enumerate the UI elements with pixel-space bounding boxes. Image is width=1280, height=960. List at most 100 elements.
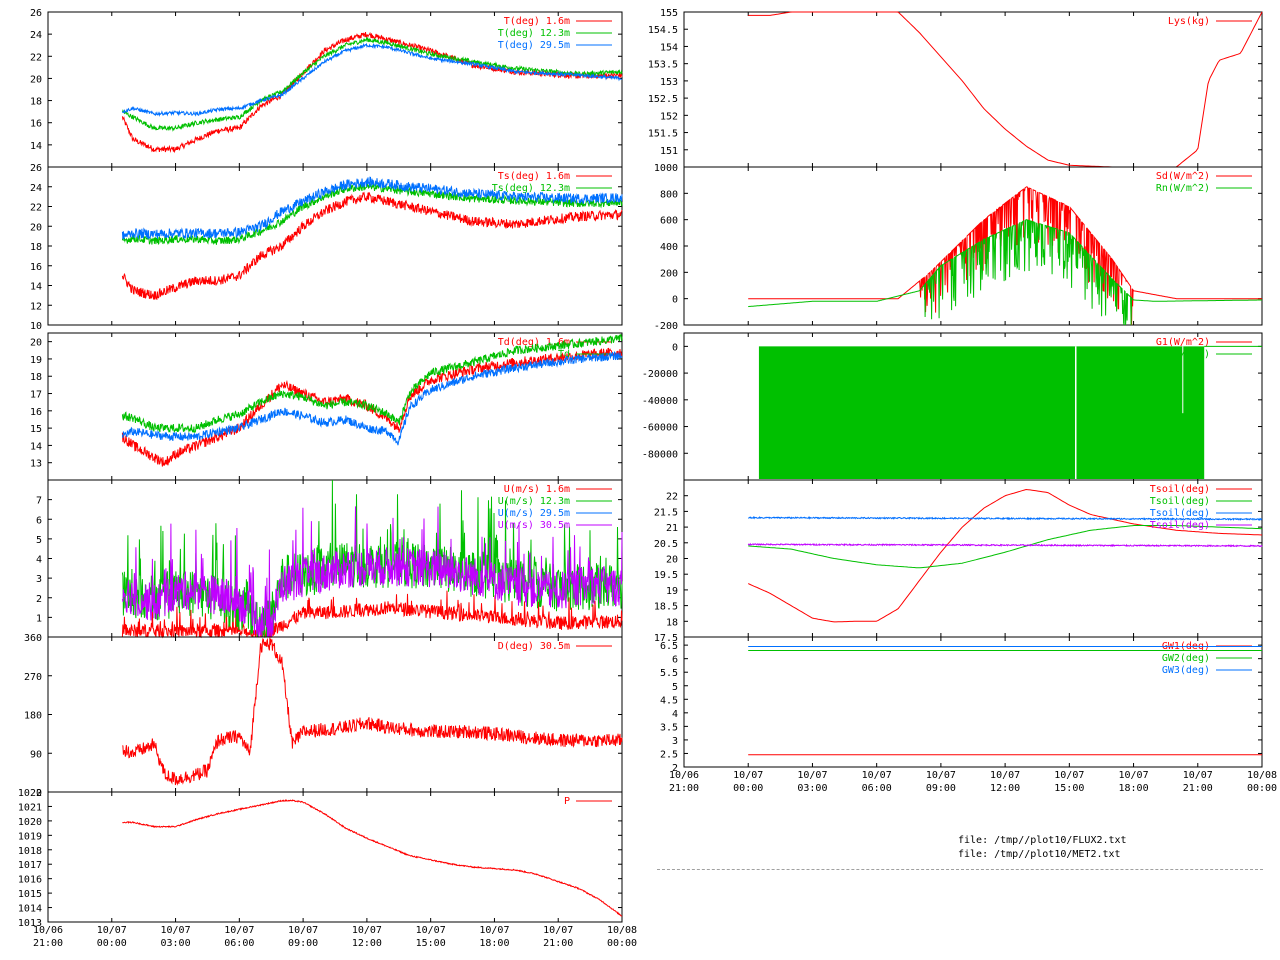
y-tick-label: 400 bbox=[660, 242, 678, 253]
legend-label: Tsoil(deg) bbox=[1150, 496, 1210, 507]
y-tick-label: 16 bbox=[30, 407, 42, 418]
y-tick-label: 0 bbox=[672, 295, 678, 306]
y-tick-label: 18 bbox=[30, 242, 42, 253]
y-tick-label: 19 bbox=[30, 355, 42, 366]
legend-label: Sd(W/m^2) bbox=[1156, 171, 1210, 182]
chart-p: 1013 1014 1015 1016 1017 1018 1019 1020 1021 1022… bbox=[18, 788, 623, 929]
divider-line bbox=[657, 869, 1263, 870]
y-tick-label: -80000 bbox=[642, 449, 678, 460]
x-tick-date: 10/07 bbox=[161, 925, 191, 936]
x-tick-time: 03:00 bbox=[797, 783, 827, 794]
y-tick-label: 0 bbox=[36, 788, 42, 799]
x-tick-date: 10/07 bbox=[1183, 770, 1213, 781]
y-tick-label: -40000 bbox=[642, 396, 678, 407]
y-tick-label: 2.5 bbox=[660, 749, 678, 760]
flux-file-path: file: /tmp//plot10/FLUX2.txt bbox=[958, 835, 1127, 846]
y-tick-label: 360 bbox=[24, 633, 42, 644]
y-tick-label: 151 bbox=[660, 146, 678, 157]
series-fill bbox=[758, 346, 1205, 479]
plot-frame bbox=[683, 636, 1263, 768]
legend-label: Td(deg) 1.6m bbox=[498, 337, 570, 348]
y-tick-label: 1000 bbox=[654, 163, 678, 174]
y-tick-label: 3 bbox=[672, 736, 678, 747]
legend-label: GW3(deg) bbox=[1162, 665, 1210, 676]
x-tick-time: 00:00 bbox=[97, 938, 127, 949]
x-tick-time: 09:00 bbox=[288, 938, 318, 949]
legend-label: D(deg) 30.5m bbox=[498, 641, 570, 652]
y-tick-label: 17 bbox=[30, 390, 42, 401]
x-tick-time: 09:00 bbox=[926, 783, 956, 794]
x-tick-date: 10/07 bbox=[797, 770, 827, 781]
series-line bbox=[121, 182, 623, 246]
x-tick-time: 12:00 bbox=[990, 783, 1020, 794]
chart-g: -80000 -60000 -40000 -20000 0 G1(W/m^2)G2(W/m… bbox=[642, 332, 1263, 481]
y-tick-label: -200 bbox=[654, 321, 678, 332]
y-tick-label: 2 bbox=[672, 763, 678, 774]
x-tick-time: 00:00 bbox=[607, 938, 637, 949]
legend-label: T(deg) 1.6m bbox=[504, 16, 570, 27]
y-tick-label: 152.5 bbox=[648, 94, 678, 105]
series-line bbox=[121, 191, 623, 301]
x-tick-time: 21:00 bbox=[1183, 783, 1213, 794]
legend-label: T(deg) 29.5m bbox=[498, 40, 570, 51]
x-tick-time: 21:00 bbox=[669, 783, 699, 794]
y-tick-label: 5 bbox=[36, 535, 42, 546]
x-tick-date: 10/07 bbox=[352, 925, 382, 936]
y-tick-label: 154.5 bbox=[648, 25, 678, 36]
plot-frame bbox=[683, 11, 1263, 168]
plot-frame bbox=[47, 332, 623, 481]
series-line bbox=[121, 351, 623, 446]
legend-label: U(m/s) 30.5m bbox=[498, 520, 570, 531]
legend-label: T(deg) 12.3m bbox=[498, 28, 570, 39]
x-tick-time: 03:00 bbox=[161, 938, 191, 949]
y-tick-label: 2 bbox=[36, 594, 42, 605]
legend-label: Tsoil(deg) bbox=[1150, 520, 1210, 531]
y-tick-label: 0 bbox=[672, 342, 678, 353]
met-file-path: file: /tmp//plot10/MET2.txt bbox=[958, 849, 1121, 860]
y-tick-label: 20 bbox=[30, 74, 42, 85]
x-tick-time: 21:00 bbox=[33, 938, 63, 949]
y-tick-label: 24 bbox=[30, 183, 42, 194]
series-line bbox=[121, 42, 623, 118]
legend-label: P bbox=[564, 796, 570, 807]
y-tick-label: 10 bbox=[30, 321, 42, 332]
y-tick-label: 3.5 bbox=[660, 722, 678, 733]
x-tick-time: 15:00 bbox=[1054, 783, 1084, 794]
y-tick-label: 22 bbox=[30, 52, 42, 63]
x-tick-time: 00:00 bbox=[733, 783, 763, 794]
y-tick-label: 600 bbox=[660, 216, 678, 227]
legend-label: GW2(deg) bbox=[1162, 653, 1210, 664]
y-tick-label: 4.5 bbox=[660, 695, 678, 706]
chart-tsoil: 17.5 18 18.5 19 19.5 20 20.5 21 21.5 22 Tsoil(deg)… bbox=[654, 479, 1263, 644]
x-tick-date: 10/07 bbox=[97, 925, 127, 936]
y-tick-label: 1022 bbox=[18, 788, 42, 799]
series-line bbox=[747, 542, 1263, 548]
y-tick-label: 18 bbox=[666, 617, 678, 628]
y-tick-label: 4 bbox=[672, 709, 678, 720]
y-tick-label: -20000 bbox=[642, 369, 678, 380]
y-tick-label: 1014 bbox=[18, 904, 42, 915]
y-tick-label: 16 bbox=[30, 119, 42, 130]
legend-label: Tsoil(deg) bbox=[1150, 508, 1210, 519]
y-tick-label: 154 bbox=[660, 42, 678, 53]
y-tick-label: 1019 bbox=[18, 831, 42, 842]
chart-gw: 22.533.544.555.566.5 GW1(deg)GW2(deg)GW3(… bbox=[660, 636, 1263, 774]
legend-label: U(m/s) 1.6m bbox=[504, 484, 570, 495]
y-tick-label: 7 bbox=[36, 496, 42, 507]
legend-label: Lys(kg) bbox=[1168, 16, 1210, 27]
chart-sd: -200 0 200 400 600 800 1000 Sd(W/m^2)Rn(W/m^2) bbox=[654, 163, 1263, 332]
x-tick-date: 10/07 bbox=[733, 770, 763, 781]
x-tick-date: 10/07 bbox=[288, 925, 318, 936]
y-tick-label: 14 bbox=[30, 282, 42, 293]
x-tick-time: 06:00 bbox=[862, 783, 892, 794]
y-tick-label: 1018 bbox=[18, 846, 42, 857]
series-line bbox=[121, 36, 623, 132]
y-tick-label: 1021 bbox=[18, 802, 42, 813]
legend-label: Rn(W/m^2) bbox=[1156, 183, 1210, 194]
x-tick-date: 10/06 bbox=[33, 925, 63, 936]
y-tick-label: 90 bbox=[30, 749, 42, 760]
legend-label: G2(W/m^2) bbox=[1156, 349, 1210, 360]
series-line bbox=[747, 515, 1263, 522]
y-tick-label: 1013 bbox=[18, 918, 42, 929]
